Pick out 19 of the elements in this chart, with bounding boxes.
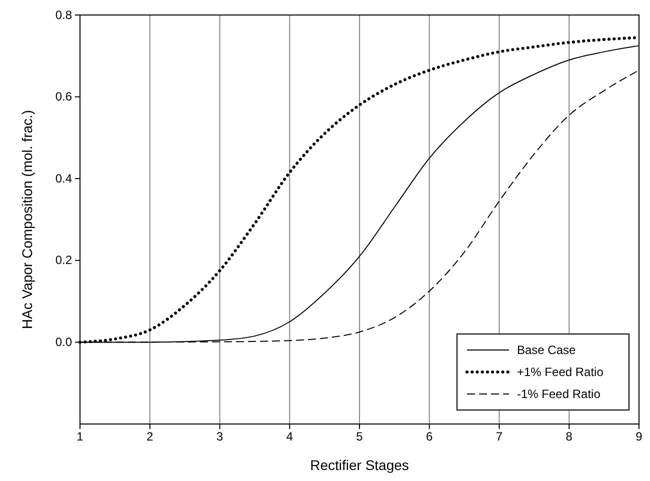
x-tick-label: 4 bbox=[286, 430, 294, 444]
x-tick-label: 1 bbox=[76, 430, 84, 444]
legend-label: +1% Feed Ratio bbox=[517, 365, 604, 379]
legend-label: Base Case bbox=[517, 343, 576, 357]
x-tick-label: 6 bbox=[426, 430, 434, 444]
y-tick-label: 0.2 bbox=[55, 253, 72, 268]
y-tick-label: 0.8 bbox=[55, 8, 72, 22]
y-tick-label: 0.4 bbox=[55, 171, 72, 186]
legend-label: -1% Feed Ratio bbox=[517, 387, 601, 401]
x-axis-title: Rectifier Stages bbox=[310, 457, 409, 473]
x-tick-label: 9 bbox=[636, 430, 643, 444]
x-tick-label: 2 bbox=[146, 430, 154, 444]
y-axis-title: HAc Vapor Composition (mol. frac.) bbox=[19, 110, 35, 330]
x-tick-label: 3 bbox=[216, 430, 224, 444]
x-tick-label: 7 bbox=[496, 430, 503, 444]
y-tick-label: 0.6 bbox=[55, 90, 72, 104]
x-tick-label: 5 bbox=[356, 430, 364, 444]
y-tick-label: 0.0 bbox=[55, 335, 72, 350]
x-tick-label: 8 bbox=[566, 430, 573, 444]
